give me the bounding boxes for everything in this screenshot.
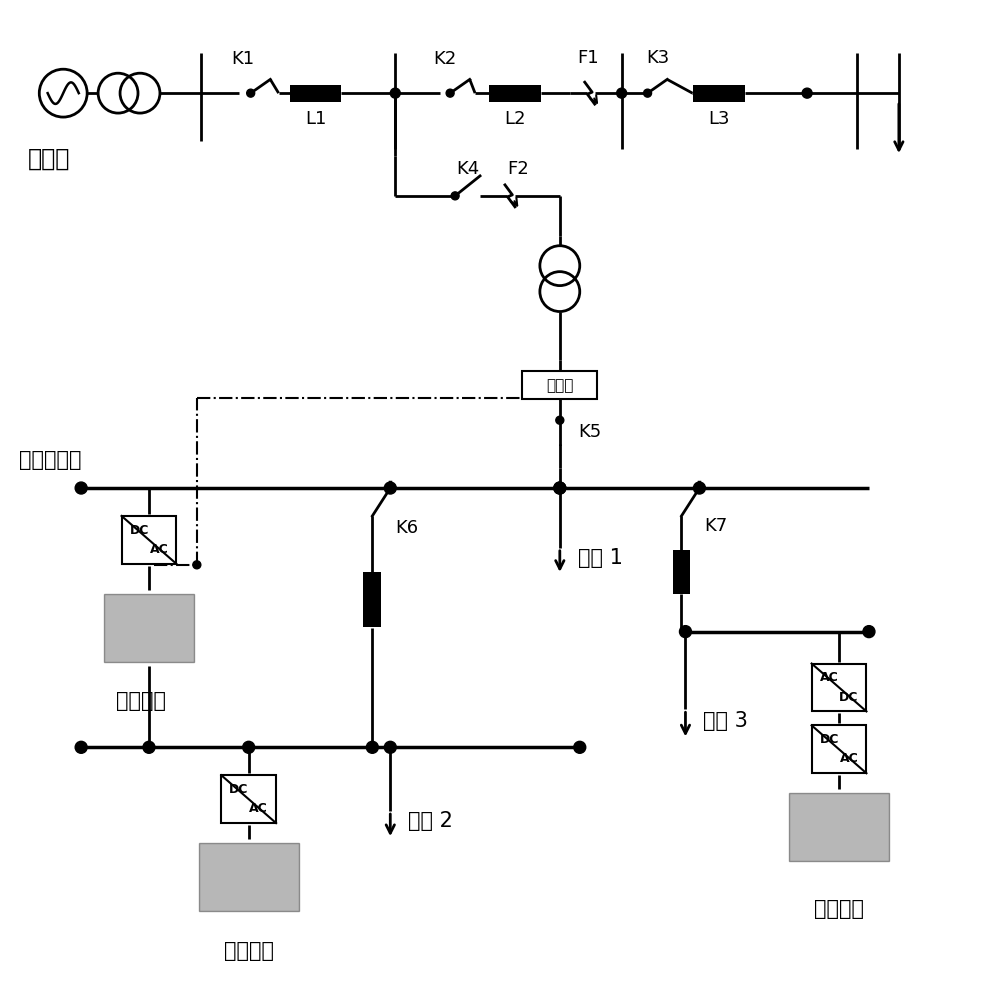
Circle shape <box>644 89 651 97</box>
Text: DC: DC <box>820 733 839 746</box>
Circle shape <box>693 482 706 494</box>
Text: 限流器: 限流器 <box>546 378 573 393</box>
Text: 主电网: 主电网 <box>28 147 70 171</box>
Bar <box>812 725 866 773</box>
Bar <box>104 594 194 662</box>
Circle shape <box>451 192 459 200</box>
Circle shape <box>863 626 875 638</box>
Text: 公共耦合点: 公共耦合点 <box>20 450 82 470</box>
Text: AC: AC <box>149 543 168 556</box>
Circle shape <box>553 482 566 494</box>
Circle shape <box>679 626 691 638</box>
Text: F2: F2 <box>507 160 529 178</box>
Text: K3: K3 <box>645 49 669 67</box>
Text: AC: AC <box>249 802 268 815</box>
Text: K1: K1 <box>231 50 254 68</box>
Circle shape <box>617 88 627 98</box>
Text: 负荷 3: 负荷 3 <box>704 711 748 731</box>
Text: K4: K4 <box>456 160 480 178</box>
Bar <box>789 793 889 861</box>
Text: 负荷 2: 负荷 2 <box>408 811 453 831</box>
Text: F1: F1 <box>577 49 599 67</box>
Bar <box>489 85 541 102</box>
Text: 光伏发电: 光伏发电 <box>224 941 273 961</box>
Bar <box>523 371 597 399</box>
Text: K6: K6 <box>395 519 419 537</box>
Bar <box>122 516 176 564</box>
Text: K7: K7 <box>705 517 728 535</box>
Text: DC: DC <box>229 783 248 796</box>
Bar <box>672 550 690 594</box>
Circle shape <box>243 741 254 753</box>
Bar <box>290 85 342 102</box>
Circle shape <box>574 741 586 753</box>
Bar <box>812 664 866 711</box>
Text: 风力发电: 风力发电 <box>814 899 864 919</box>
Text: L3: L3 <box>709 110 730 128</box>
Circle shape <box>446 89 454 97</box>
Text: L1: L1 <box>305 110 326 128</box>
Text: L2: L2 <box>504 110 526 128</box>
Circle shape <box>366 741 378 753</box>
Text: DC: DC <box>130 524 148 537</box>
Text: K5: K5 <box>578 423 601 441</box>
Text: DC: DC <box>840 691 858 704</box>
Circle shape <box>802 88 812 98</box>
Circle shape <box>75 482 87 494</box>
Circle shape <box>390 88 400 98</box>
Bar <box>363 572 381 627</box>
Text: 负荷 1: 负荷 1 <box>578 548 623 568</box>
Circle shape <box>553 482 566 494</box>
Circle shape <box>193 561 201 569</box>
Text: AC: AC <box>840 752 858 765</box>
Bar <box>199 843 299 911</box>
Circle shape <box>75 741 87 753</box>
Bar <box>222 775 276 823</box>
Circle shape <box>143 741 155 753</box>
Text: AC: AC <box>820 671 839 684</box>
Bar <box>693 85 745 102</box>
Circle shape <box>555 416 564 424</box>
Text: 快速储能: 快速储能 <box>116 691 166 711</box>
Circle shape <box>247 89 254 97</box>
Circle shape <box>384 482 396 494</box>
Circle shape <box>384 741 396 753</box>
Text: K2: K2 <box>434 50 456 68</box>
